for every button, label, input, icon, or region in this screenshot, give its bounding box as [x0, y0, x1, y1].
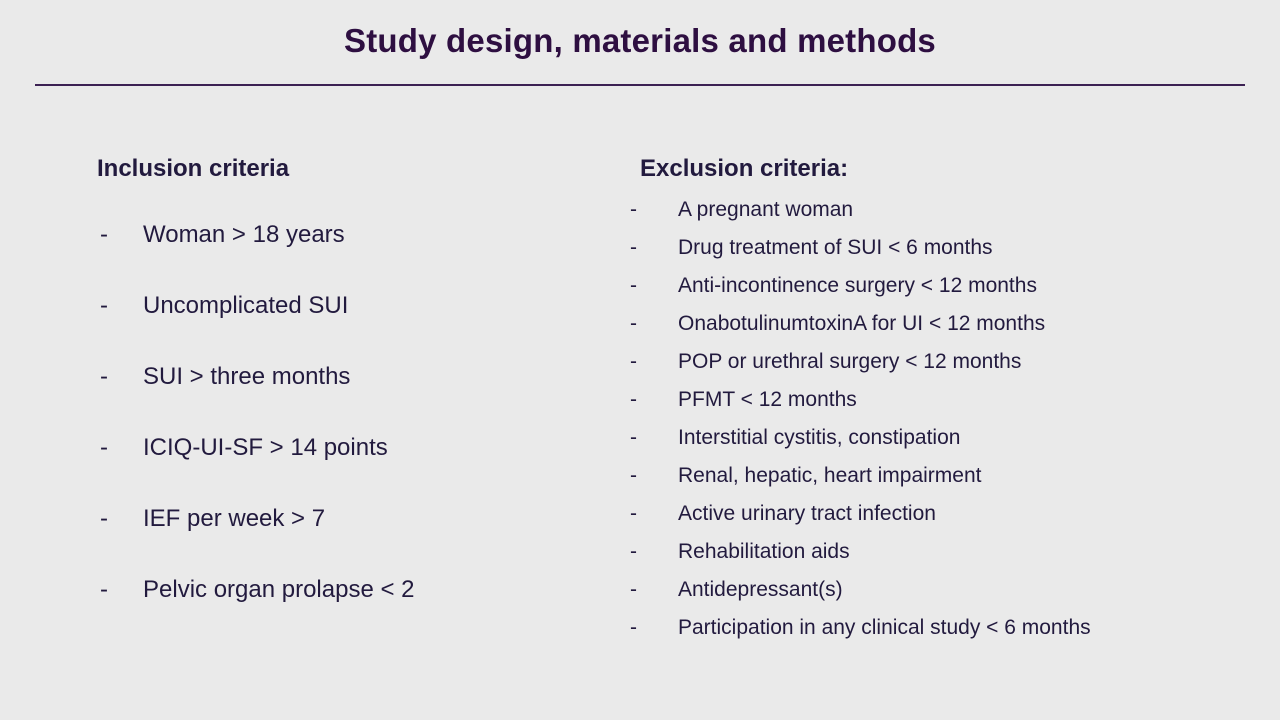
- dash-bullet: -: [630, 502, 637, 525]
- exclusion-heading: Exclusion criteria:: [640, 155, 849, 182]
- dash-bullet: -: [630, 312, 637, 335]
- list-item-text: OnabotulinumtoxinA for UI < 12 months: [678, 312, 1046, 335]
- list-item: - PFMT < 12 months: [630, 381, 1280, 419]
- list-item: - Rehabilitation aids: [630, 533, 1280, 571]
- list-item-text: Renal, hepatic, heart impairment: [678, 464, 982, 487]
- dash-bullet: -: [100, 363, 108, 390]
- inclusion-section: Inclusion criteria - Woman > 18 years - …: [97, 154, 542, 647]
- list-item: - Interstitial cystitis, constipation: [630, 419, 1280, 457]
- dash-bullet: -: [630, 350, 637, 373]
- list-item-text: Antidepressant(s): [678, 578, 843, 601]
- list-item: - Pelvic organ prolapse < 2: [97, 575, 542, 605]
- dash-bullet: -: [100, 221, 108, 248]
- list-item: - Active urinary tract infection: [630, 495, 1280, 533]
- list-item-text: POP or urethral surgery < 12 months: [678, 350, 1022, 373]
- dash-bullet: -: [100, 434, 108, 461]
- dash-bullet: -: [630, 464, 637, 487]
- list-item: - A pregnant woman: [630, 191, 1280, 229]
- list-item-text: Rehabilitation aids: [678, 540, 850, 563]
- dash-bullet: -: [630, 236, 637, 259]
- list-item-text: Woman > 18 years: [143, 221, 345, 248]
- exclusion-list: - A pregnant woman - Drug treatment of S…: [630, 191, 1280, 647]
- list-item: - IEF per week > 7: [97, 504, 542, 534]
- dash-bullet: -: [630, 388, 637, 411]
- dash-bullet: -: [100, 576, 108, 603]
- title-divider: [35, 84, 1245, 86]
- dash-bullet: -: [630, 578, 637, 601]
- dash-bullet: -: [630, 540, 637, 563]
- list-item-text: Pelvic organ prolapse < 2: [143, 576, 415, 603]
- dash-bullet: -: [100, 505, 108, 532]
- list-item: - Anti-incontinence surgery < 12 months: [630, 267, 1280, 305]
- list-item-text: Active urinary tract infection: [678, 502, 936, 525]
- list-item: - POP or urethral surgery < 12 months: [630, 343, 1280, 381]
- dash-bullet: -: [630, 198, 637, 221]
- inclusion-heading: Inclusion criteria: [97, 155, 290, 182]
- list-item: - Drug treatment of SUI < 6 months: [630, 229, 1280, 267]
- list-item-text: Uncomplicated SUI: [143, 292, 349, 319]
- list-item-text: Drug treatment of SUI < 6 months: [678, 236, 993, 259]
- list-item-text: PFMT < 12 months: [678, 388, 857, 411]
- dash-bullet: -: [630, 426, 637, 449]
- exclusion-section: Exclusion criteria: - A pregnant woman -…: [630, 154, 1280, 647]
- list-item: - Renal, hepatic, heart impairment: [630, 457, 1280, 495]
- dash-bullet: -: [630, 274, 637, 297]
- criteria-columns: Inclusion criteria - Woman > 18 years - …: [0, 154, 1280, 647]
- list-item: - SUI > three months: [97, 362, 542, 392]
- list-item-text: Participation in any clinical study < 6 …: [678, 616, 1091, 639]
- dash-bullet: -: [100, 292, 108, 319]
- list-item-text: Anti-incontinence surgery < 12 months: [678, 274, 1037, 297]
- list-item: - ICIQ-UI-SF > 14 points: [97, 433, 542, 463]
- list-item-text: ICIQ-UI-SF > 14 points: [143, 434, 388, 461]
- list-item-text: Interstitial cystitis, constipation: [678, 426, 961, 449]
- list-item-text: A pregnant woman: [678, 198, 854, 221]
- list-item: - Woman > 18 years: [97, 220, 542, 250]
- slide-title: Study design, materials and methods: [344, 22, 936, 59]
- inclusion-list: - Woman > 18 years - Uncomplicated SUI -…: [97, 220, 542, 605]
- list-item: - Antidepressant(s): [630, 571, 1280, 609]
- list-item: - Participation in any clinical study < …: [630, 609, 1280, 647]
- list-item-text: SUI > three months: [143, 363, 351, 390]
- list-item: - Uncomplicated SUI: [97, 291, 542, 321]
- list-item: - OnabotulinumtoxinA for UI < 12 months: [630, 305, 1280, 343]
- dash-bullet: -: [630, 616, 637, 639]
- list-item-text: IEF per week > 7: [143, 505, 326, 532]
